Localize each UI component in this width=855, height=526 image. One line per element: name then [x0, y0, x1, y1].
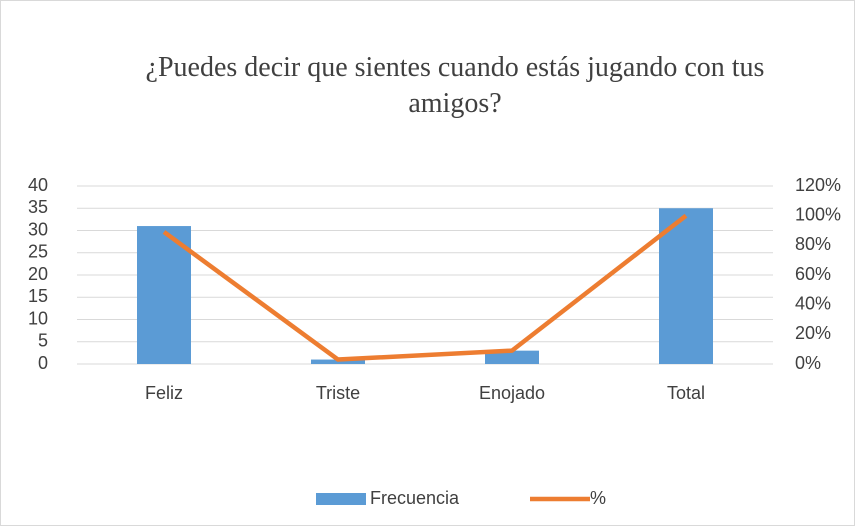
y2-tick-label: 20%: [795, 323, 831, 343]
legend-label: %: [590, 488, 606, 508]
y2-tick-label: 0%: [795, 353, 821, 373]
y2-tick-label: 80%: [795, 234, 831, 254]
x-tick-label: Total: [667, 383, 705, 403]
y2-tick-label: 100%: [795, 204, 841, 224]
chart-title: ¿Puedes decir que sientes cuando estás j…: [145, 52, 765, 119]
y-tick-label: 15: [28, 286, 48, 306]
bar: [659, 208, 713, 364]
bar: [137, 226, 191, 364]
y-tick-label: 30: [28, 219, 48, 239]
bar: [485, 350, 539, 364]
legend-label: Frecuencia: [370, 488, 460, 508]
y-tick-label: 40: [28, 175, 48, 195]
y-tick-label: 0: [38, 353, 48, 373]
y-tick-label: 10: [28, 308, 48, 328]
line: [162, 213, 688, 362]
y2-tick-label: 120%: [795, 175, 841, 195]
y2-tick-label: 60%: [795, 264, 831, 284]
y-tick-label: 25: [28, 242, 48, 262]
y-tick-label: 20: [28, 264, 48, 284]
x-tick-label: Feliz: [145, 383, 183, 403]
legend-swatch: [316, 493, 366, 505]
y-tick-label: 35: [28, 197, 48, 217]
x-tick-label: Enojado: [479, 383, 545, 403]
x-tick-label: Triste: [316, 383, 360, 403]
y2-tick-label: 40%: [795, 293, 831, 313]
y-tick-label: 5: [38, 331, 48, 351]
